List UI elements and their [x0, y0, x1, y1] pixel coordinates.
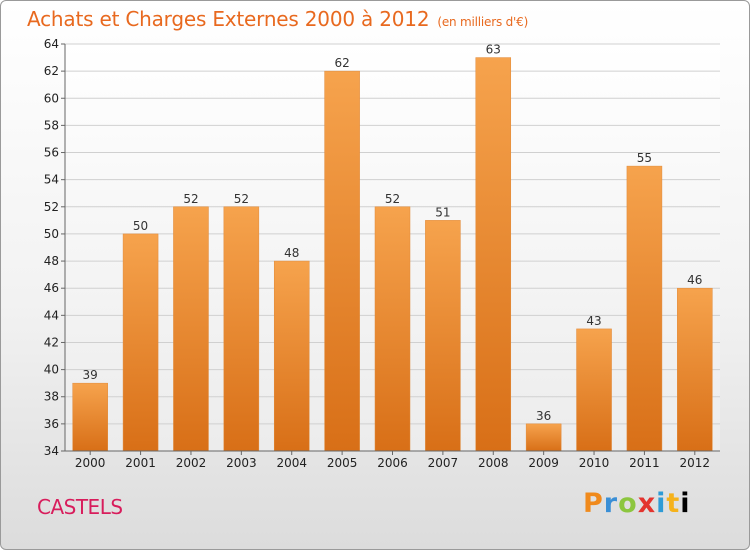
- x-tick-label: 2009: [528, 456, 559, 470]
- bar: [273, 260, 310, 452]
- brand-letter: t: [666, 488, 681, 519]
- proxiti-logo: Proxiti: [583, 488, 691, 519]
- x-tick-label: 2010: [579, 456, 610, 470]
- data-label: 46: [687, 273, 702, 287]
- data-label: 55: [637, 151, 652, 165]
- y-tick-label: 44: [44, 308, 59, 322]
- y-tick-label: 62: [44, 64, 59, 78]
- bar: [425, 220, 461, 452]
- chart-title-text: Achats et Charges Externes 2000 à 2012: [27, 7, 430, 31]
- brand-letter: i: [680, 488, 691, 519]
- bar: [72, 382, 108, 452]
- bar: [223, 206, 260, 452]
- data-label: 62: [334, 56, 349, 70]
- bar: [525, 423, 562, 452]
- x-tick-label: 2011: [629, 456, 660, 470]
- y-tick-label: 36: [44, 417, 59, 431]
- data-label: 51: [435, 205, 450, 219]
- data-label: 50: [133, 219, 148, 233]
- data-label: 43: [586, 314, 601, 328]
- x-tick-label: 2003: [226, 456, 257, 470]
- bar: [173, 206, 209, 452]
- brand-letter: P: [583, 488, 604, 519]
- chart-title: Achats et Charges Externes 2000 à 2012 (e…: [27, 7, 528, 31]
- x-tick-label: 2005: [327, 456, 358, 470]
- y-tick-label: 56: [44, 146, 59, 160]
- y-tick-label: 46: [44, 281, 59, 295]
- data-label: 63: [486, 43, 501, 57]
- chart-subtitle: (en milliers d'€): [437, 15, 529, 29]
- brand-letter: x: [637, 488, 657, 519]
- x-tick-label: 2006: [377, 456, 408, 470]
- x-tick-label: 2000: [75, 456, 106, 470]
- bar: [677, 287, 713, 452]
- y-tick-label: 52: [44, 200, 59, 214]
- brand-letter: o: [618, 488, 638, 519]
- y-tick-label: 50: [44, 227, 59, 241]
- bar: [324, 70, 360, 452]
- x-tick-label: 2002: [176, 456, 207, 470]
- y-tick-label: 42: [44, 335, 59, 349]
- bar: [475, 57, 512, 452]
- brand-letter: r: [603, 488, 619, 519]
- x-tick-label: 2007: [428, 456, 459, 470]
- data-label: 52: [234, 192, 249, 206]
- y-tick-label: 58: [44, 118, 59, 132]
- bar: [626, 165, 663, 452]
- x-tick-label: 2001: [125, 456, 156, 470]
- data-label: 39: [83, 368, 98, 382]
- y-tick-label: 40: [44, 363, 59, 377]
- y-tick-label: 38: [44, 390, 59, 404]
- y-tick-label: 64: [44, 37, 59, 51]
- bar: [374, 206, 411, 452]
- commune-name: CASTELS: [37, 495, 123, 519]
- y-tick-label: 34: [44, 444, 59, 458]
- bar: [122, 233, 159, 452]
- bar: [576, 328, 612, 452]
- y-tick-label: 48: [44, 254, 59, 268]
- data-label: 52: [385, 192, 400, 206]
- data-label: 52: [183, 192, 198, 206]
- y-tick-label: 54: [44, 173, 59, 187]
- brand-letter: i: [656, 488, 667, 519]
- data-label: 36: [536, 409, 551, 423]
- x-tick-label: 2004: [276, 456, 307, 470]
- data-label: 48: [284, 246, 299, 260]
- y-tick-label: 60: [44, 91, 59, 105]
- x-tick-label: 2012: [680, 456, 711, 470]
- x-tick-label: 2008: [478, 456, 509, 470]
